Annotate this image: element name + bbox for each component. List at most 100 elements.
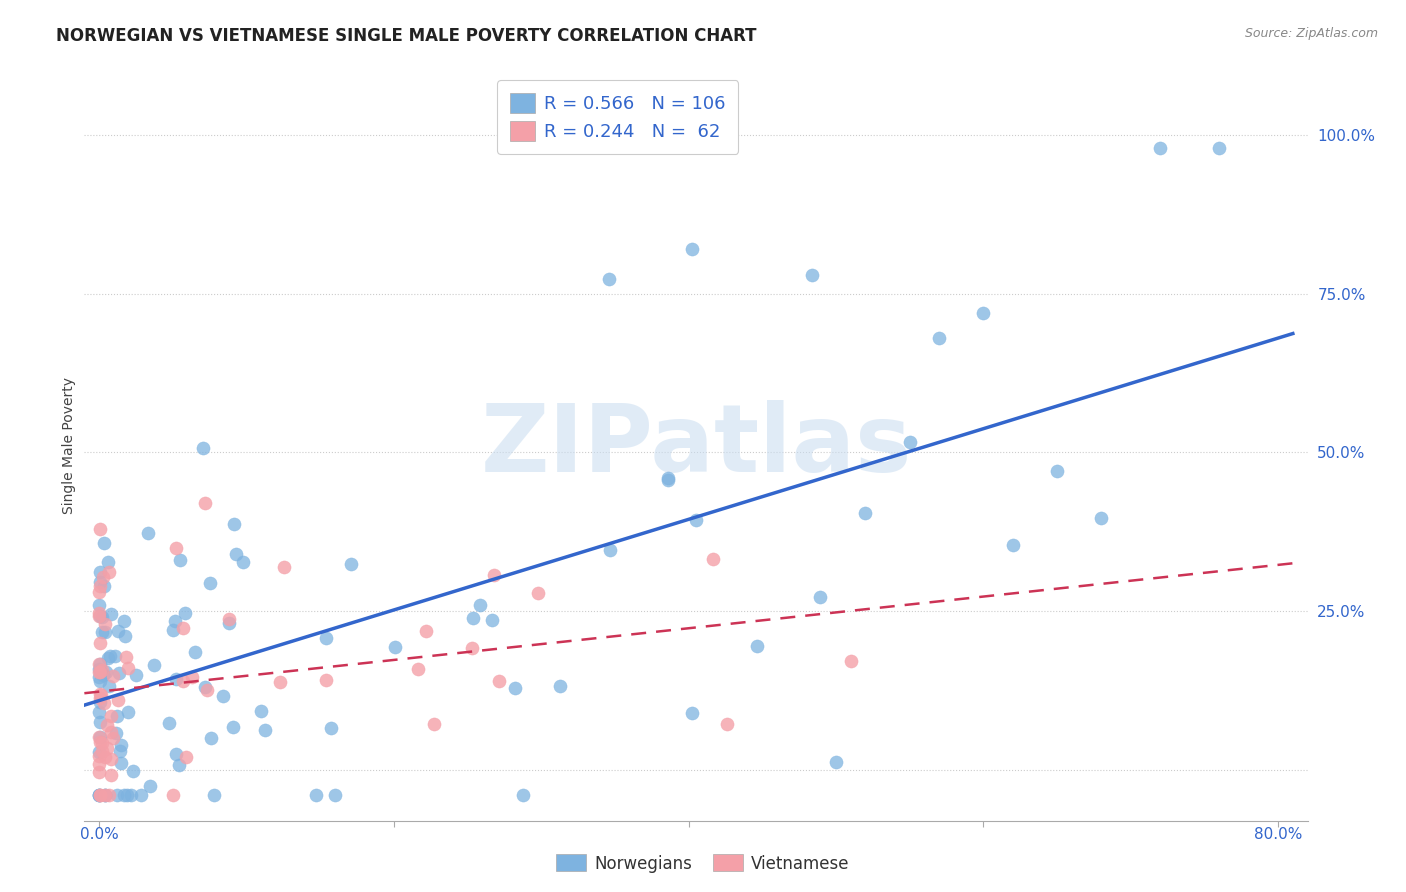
Point xyxy=(305,789,328,803)
Point xyxy=(89,730,111,744)
Point xyxy=(90,689,112,703)
Point xyxy=(512,789,534,803)
Point xyxy=(89,657,111,671)
Point xyxy=(89,673,111,688)
Point xyxy=(157,715,180,730)
Point xyxy=(269,674,291,689)
Point xyxy=(89,574,111,589)
Point xyxy=(89,789,111,803)
Point xyxy=(91,668,114,682)
Point xyxy=(162,624,184,638)
Point xyxy=(117,705,139,719)
Point xyxy=(254,723,277,737)
Point xyxy=(249,705,271,719)
Point xyxy=(89,687,111,701)
Point xyxy=(165,747,187,761)
Point xyxy=(89,756,111,771)
Point xyxy=(89,735,111,749)
Point xyxy=(117,661,139,675)
Legend: R = 0.566   N = 106, R = 0.244   N =  62: R = 0.566 N = 106, R = 0.244 N = 62 xyxy=(498,80,738,153)
Point xyxy=(808,590,831,604)
Point xyxy=(716,717,738,731)
Point xyxy=(89,748,111,763)
Point xyxy=(103,669,125,683)
Point xyxy=(825,755,848,769)
Point xyxy=(1001,538,1024,552)
Point xyxy=(108,665,131,680)
Point xyxy=(94,750,117,764)
Point xyxy=(93,579,115,593)
Point xyxy=(340,557,363,571)
Text: Source: ZipAtlas.com: Source: ZipAtlas.com xyxy=(1244,27,1378,40)
Point xyxy=(100,708,122,723)
Point xyxy=(94,616,117,631)
Point xyxy=(89,695,111,709)
Point xyxy=(165,672,187,686)
Point xyxy=(112,614,135,628)
Point xyxy=(315,631,337,645)
Point xyxy=(657,473,679,487)
Point xyxy=(87,705,110,719)
Point xyxy=(89,579,111,593)
Point xyxy=(184,645,207,659)
Point xyxy=(143,658,166,673)
Point xyxy=(470,598,492,612)
Point xyxy=(174,749,197,764)
Point xyxy=(174,606,197,620)
Point xyxy=(169,553,191,567)
Point xyxy=(657,471,679,485)
Point xyxy=(93,536,115,550)
Point xyxy=(105,789,128,803)
Point xyxy=(503,681,526,695)
Point xyxy=(198,576,221,591)
Point xyxy=(120,789,142,803)
Point xyxy=(162,789,184,803)
Point xyxy=(105,725,128,739)
Point xyxy=(90,663,112,677)
Point xyxy=(89,789,111,803)
Point xyxy=(91,666,114,681)
Point xyxy=(200,731,222,746)
Point xyxy=(108,744,131,758)
Y-axis label: Single Male Poverty: Single Male Poverty xyxy=(62,377,76,515)
Point xyxy=(89,665,111,680)
Text: 0.0%: 0.0% xyxy=(80,827,118,842)
Point xyxy=(89,522,111,536)
Point xyxy=(1090,510,1112,524)
Point xyxy=(89,670,111,684)
Point xyxy=(180,670,202,684)
Point xyxy=(232,556,254,570)
Point xyxy=(100,607,122,621)
Point xyxy=(855,506,877,520)
Legend: Norwegians, Vietnamese: Norwegians, Vietnamese xyxy=(550,847,856,880)
Point xyxy=(100,725,122,739)
Point xyxy=(89,730,111,744)
Point xyxy=(321,722,343,736)
Point xyxy=(548,679,571,693)
Point xyxy=(89,764,111,779)
Point xyxy=(527,586,550,600)
Point xyxy=(91,570,114,584)
Point xyxy=(702,552,724,566)
Point xyxy=(87,609,110,624)
Point xyxy=(165,541,187,555)
Point xyxy=(107,692,129,706)
Point xyxy=(107,624,129,638)
Point xyxy=(1149,140,1171,154)
Point xyxy=(315,673,337,687)
Point xyxy=(681,706,703,720)
Point xyxy=(122,764,145,778)
Point xyxy=(599,542,621,557)
Point xyxy=(98,649,121,664)
Point xyxy=(98,679,121,693)
Point xyxy=(484,568,506,582)
Point xyxy=(89,745,111,759)
Point xyxy=(172,674,194,689)
Point xyxy=(89,585,111,599)
Point xyxy=(488,674,510,689)
Point xyxy=(129,789,152,803)
Point xyxy=(167,758,190,772)
Point xyxy=(384,640,406,654)
Point xyxy=(1208,140,1230,154)
Point xyxy=(110,739,132,753)
